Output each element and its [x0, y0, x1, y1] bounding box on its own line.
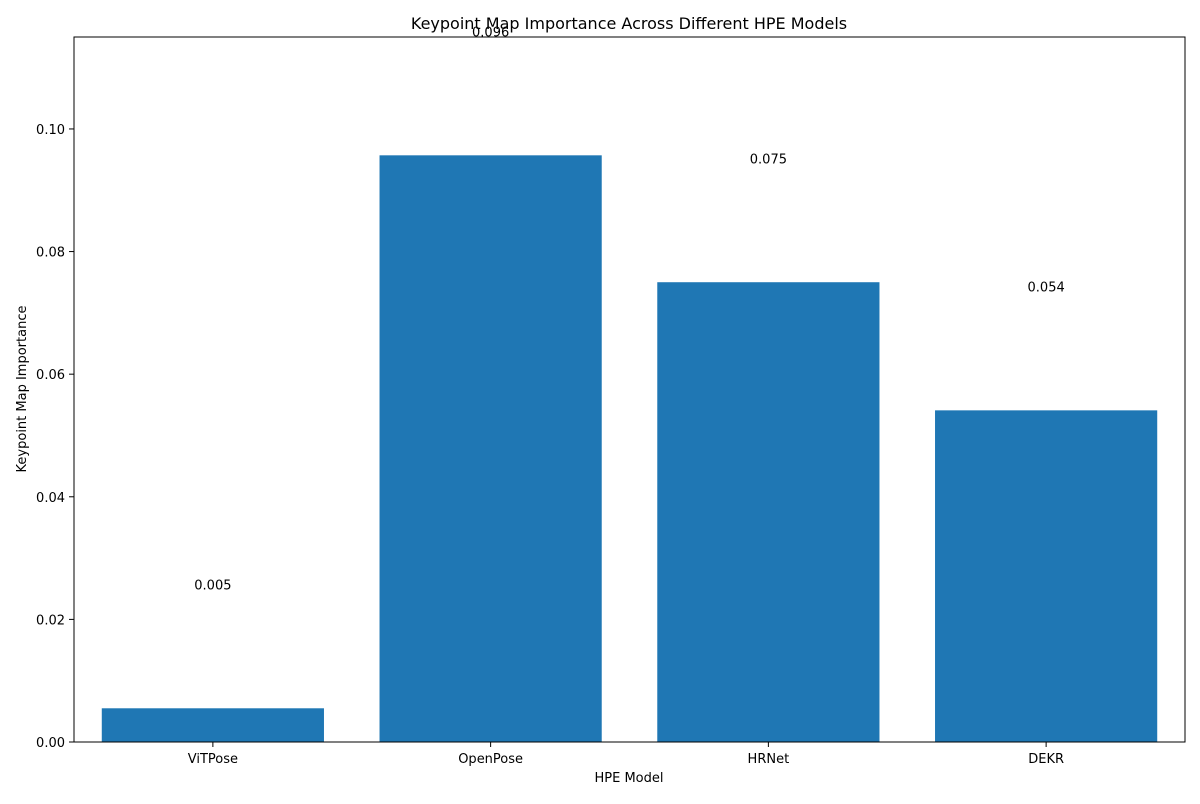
y-tick-label: 0.00 [36, 736, 65, 751]
x-tick-label: OpenPose [458, 752, 523, 767]
bar-openpose [379, 155, 602, 743]
x-tick-label: ViTPose [188, 752, 238, 767]
x-axis-label: HPE Model [595, 771, 664, 786]
x-tick-label: DEKR [1028, 752, 1064, 767]
data-label-openpose: 0.096 [472, 26, 509, 41]
data-label-vitpose: 0.005 [194, 579, 231, 594]
axes-layer: ViTPose OpenPose HRNet DEKR 0.00 0.02 0.04 0.06… [36, 36, 1186, 767]
bar-hrnet [657, 282, 880, 742]
y-tick-label: 0.02 [36, 613, 65, 628]
bar-vitpose [101, 708, 324, 742]
plot-frame [73, 36, 1186, 743]
y-tick-label: 0.08 [36, 246, 65, 261]
y-tick-label: 0.10 [36, 123, 65, 138]
data-label-hrnet: 0.075 [750, 153, 787, 168]
chart-title: Keypoint Map Importance Across Different… [411, 14, 847, 33]
y-tick-label: 0.06 [36, 368, 65, 383]
x-tick-label: HRNet [748, 752, 790, 767]
y-axis-label: Keypoint Map Importance [15, 306, 30, 473]
bars-layer [101, 155, 1158, 743]
bar-dekr [935, 410, 1158, 742]
data-label-dekr: 0.054 [1028, 281, 1065, 296]
data-labels-layer: 0.005 0.096 0.075 0.054 [194, 26, 1064, 594]
y-tick-label: 0.04 [36, 491, 65, 506]
